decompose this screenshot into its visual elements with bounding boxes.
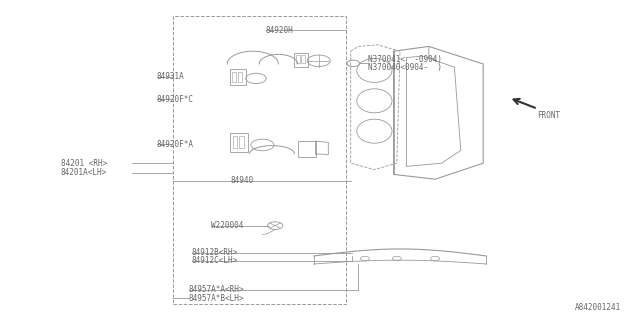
Text: 84920F*A: 84920F*A xyxy=(157,140,194,148)
Text: 84931A: 84931A xyxy=(157,72,184,81)
Text: FRONT: FRONT xyxy=(538,111,561,120)
Text: 84201A<LH>: 84201A<LH> xyxy=(61,168,107,177)
Bar xyxy=(238,72,242,82)
Text: 84957A*A<RH>: 84957A*A<RH> xyxy=(189,285,244,294)
Bar xyxy=(239,136,244,148)
Text: 84957A*B<LH>: 84957A*B<LH> xyxy=(189,294,244,303)
Bar xyxy=(173,16,346,304)
Bar xyxy=(296,55,300,63)
Text: W220004: W220004 xyxy=(211,221,244,230)
Text: 84920H: 84920H xyxy=(266,26,293,35)
Bar xyxy=(298,141,316,157)
Bar xyxy=(233,136,237,148)
Bar xyxy=(294,53,308,67)
Text: 84940: 84940 xyxy=(230,176,253,185)
Text: N370040<0904-  ): N370040<0904- ) xyxy=(368,63,442,72)
Text: 84920F*C: 84920F*C xyxy=(157,95,194,104)
Text: 84912C<LH>: 84912C<LH> xyxy=(192,256,238,265)
Text: N370041<  -0904): N370041< -0904) xyxy=(368,55,442,64)
Bar xyxy=(301,55,305,63)
Bar xyxy=(230,133,248,152)
Text: 84201 <RH>: 84201 <RH> xyxy=(61,159,107,168)
Text: A842001241: A842001241 xyxy=(575,303,621,312)
Bar xyxy=(232,72,236,82)
Text: 84912B<RH>: 84912B<RH> xyxy=(192,248,238,257)
Bar xyxy=(230,69,246,85)
